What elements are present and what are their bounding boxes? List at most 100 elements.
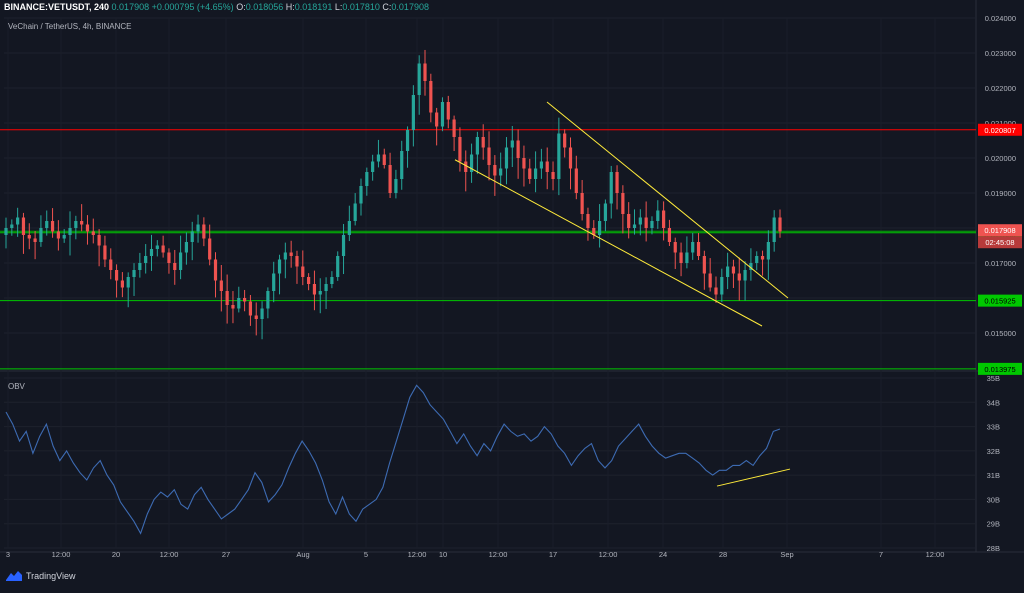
candle-body	[388, 165, 392, 193]
last-price: 0.017908	[111, 2, 150, 12]
candle-body	[39, 228, 43, 242]
candle-body	[435, 112, 439, 127]
candle-body	[336, 256, 340, 277]
lower-trendline	[454, 159, 763, 327]
candle-body	[580, 193, 584, 214]
candle-body	[603, 203, 608, 221]
low-label: L:	[334, 2, 343, 12]
candle-body	[45, 221, 49, 228]
price-tick-label: 0.024000	[985, 14, 1016, 23]
candle-body	[208, 238, 212, 260]
time-tick-label: 3	[6, 550, 10, 559]
candle-body	[691, 242, 695, 253]
candle-body	[731, 266, 736, 274]
candle-body	[650, 221, 654, 228]
candle-body	[743, 270, 747, 281]
tradingview-logo-icon	[6, 571, 22, 581]
candle-body	[277, 259, 282, 274]
open-value: 0.018056	[245, 2, 284, 12]
candle-body	[80, 221, 84, 225]
candle-body	[702, 256, 706, 274]
candle-body	[318, 291, 322, 295]
candle-body	[324, 284, 328, 291]
candle-body	[656, 210, 660, 221]
candle-body	[376, 154, 381, 162]
obv-tick-label: 31B	[987, 471, 1000, 480]
time-tick-label: 7	[879, 550, 883, 559]
symbol-header: BINANCE:VETUSDT, 240 0.017908 +0.000795 …	[4, 2, 429, 12]
candle-body	[283, 252, 287, 260]
main-legend[interactable]: VeChain / TetherUS, 4h, BINANCE	[8, 22, 132, 31]
candle-body	[522, 158, 526, 169]
candle-body	[726, 266, 730, 277]
candle-body	[405, 130, 410, 151]
candle-body	[469, 154, 474, 172]
candle-body	[219, 280, 223, 291]
price-tags: 0.0208070.0178640.0159250.0139750.017908…	[978, 123, 1022, 375]
level-tag-bg	[978, 294, 1022, 307]
candle-body	[4, 228, 8, 235]
candle-body	[778, 217, 782, 232]
candle-body	[772, 217, 776, 242]
candle-body	[685, 252, 689, 263]
candle-body	[312, 284, 317, 295]
candle-body	[202, 224, 206, 239]
level-tag: 0.015925	[984, 297, 1015, 306]
time-tick-label: 12:00	[408, 550, 427, 559]
candle-body	[609, 172, 613, 204]
open-label: O:	[236, 2, 246, 12]
level-tag: 0.020807	[984, 126, 1015, 135]
candle-body	[371, 161, 375, 172]
candle-body	[673, 242, 677, 253]
candles	[4, 49, 782, 340]
candle-body	[155, 245, 159, 249]
obv-tick-label: 32B	[987, 447, 1000, 456]
candle-body	[545, 161, 549, 172]
candle-body	[149, 249, 154, 256]
countdown-tag-bg	[978, 236, 1022, 249]
candle-body	[528, 168, 532, 179]
time-tick-label: 12:00	[489, 550, 508, 559]
candle-body	[708, 273, 712, 288]
candle-body	[411, 95, 415, 130]
candle-body	[714, 287, 718, 295]
candle-body	[621, 193, 625, 214]
candle-body	[394, 179, 398, 193]
candle-body	[516, 140, 520, 158]
trendlines	[454, 101, 791, 487]
candle-body	[667, 228, 672, 242]
candle-body	[243, 298, 247, 302]
candle-body	[161, 245, 165, 253]
high-label: H:	[285, 2, 295, 12]
candle-body	[563, 133, 567, 148]
candle-body	[74, 221, 78, 228]
candle-body	[330, 277, 334, 284]
low-value: 0.017810	[342, 2, 380, 12]
close-label: C:	[382, 2, 392, 12]
time-tick-label: Aug	[296, 550, 309, 559]
obv-legend[interactable]: OBV	[8, 382, 25, 391]
candle-body	[16, 217, 20, 225]
time-tick-label: 24	[659, 550, 667, 559]
candle-body	[679, 252, 683, 263]
time-tick-label: 28	[719, 550, 727, 559]
candle-body	[446, 102, 450, 120]
price-tick-label: 0.022000	[985, 84, 1016, 93]
time-tick-label: 12:00	[599, 550, 618, 559]
time-tick-label: Sep	[780, 550, 793, 559]
candle-body	[21, 217, 26, 235]
upper-trendline	[546, 101, 789, 299]
obv-tick-label: 34B	[987, 398, 1000, 407]
candle-body	[440, 102, 445, 127]
candle-body	[417, 63, 421, 95]
candle-body	[720, 277, 724, 295]
price-tick-label: 0.021000	[985, 119, 1016, 128]
tradingview-brand[interactable]: TradingView	[6, 570, 76, 581]
candle-body	[167, 252, 171, 263]
price-tick-label: 0.015000	[985, 329, 1016, 338]
candle-body	[452, 119, 456, 137]
candle-body	[56, 231, 60, 239]
symbol-label[interactable]: BINANCE:VETUSDT, 240	[4, 2, 110, 12]
